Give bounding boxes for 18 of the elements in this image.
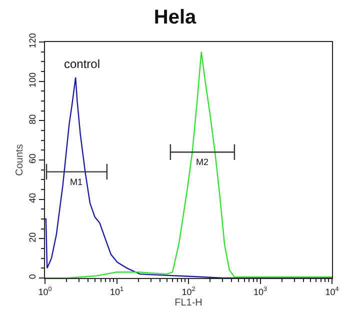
series-label: control	[64, 57, 100, 71]
y-tick-label: 40	[27, 192, 38, 203]
x-tick-label: 10$^{4}$	[325, 286, 340, 297]
x-tick-label: 10$^{3}$	[253, 286, 268, 297]
y-tick-label: 20	[27, 232, 38, 242]
x-tick-label: 10$^{1}$	[110, 286, 124, 297]
series-label: M1	[70, 177, 83, 187]
y-tick-label: 120	[27, 33, 38, 48]
y-tick-label: 0	[27, 274, 38, 280]
chart-title: Hela	[154, 6, 197, 29]
x-tick-label: 10$^{2}$	[182, 286, 196, 297]
y-tick-label: 100	[27, 72, 38, 88]
y-tick-label: 60	[27, 154, 38, 164]
y-tick-label: 80	[27, 114, 38, 124]
series-label: M2	[196, 157, 209, 167]
y-axis-title: Counts	[14, 144, 26, 176]
x-axis-title: FL1-H	[174, 297, 202, 308]
x-tick-label: 10$^{0}$	[38, 286, 52, 297]
